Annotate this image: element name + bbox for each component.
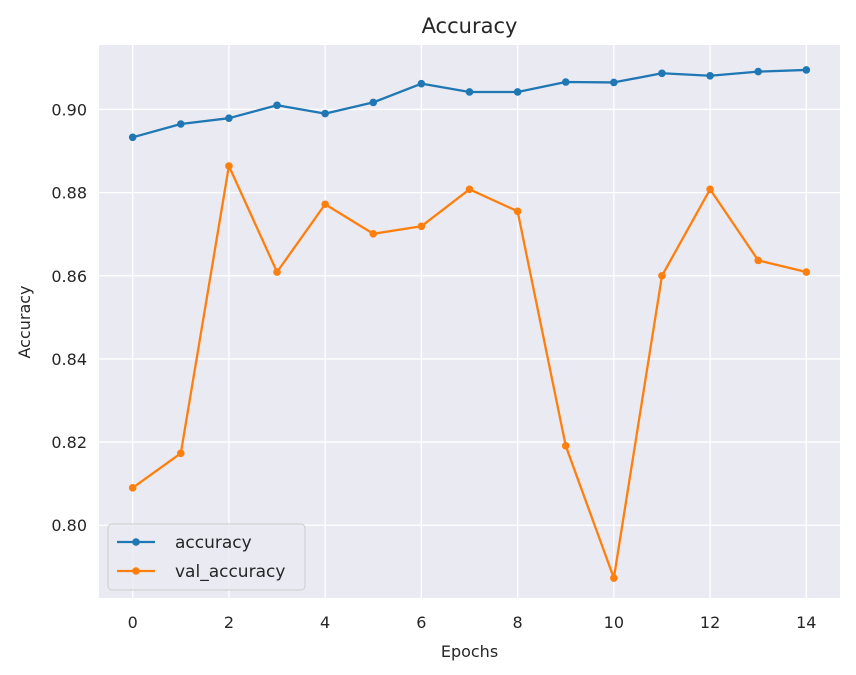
series-layer — [128, 66, 811, 582]
val_accuracy-point — [658, 271, 666, 280]
accuracy-point — [706, 71, 714, 80]
y-tick-label: 0.90 — [51, 100, 87, 119]
plot-area — [99, 45, 840, 598]
accuracy-point — [417, 79, 426, 88]
val_accuracy-legend-label: val_accuracy — [175, 562, 285, 582]
accuracy-point — [561, 78, 570, 86]
val_accuracy-point — [417, 222, 426, 231]
val_accuracy-legend-marker — [132, 567, 140, 575]
x-tick-label: 8 — [513, 613, 523, 632]
y-tick-label: 0.80 — [51, 516, 87, 535]
y-axis-label: Accuracy — [15, 285, 34, 358]
val_accuracy-point — [706, 185, 714, 194]
x-tick-label: 14 — [796, 613, 816, 632]
accuracy-point — [273, 101, 281, 110]
val_accuracy-point — [754, 256, 763, 265]
x-tick-label: 10 — [604, 613, 624, 632]
val_accuracy-point — [225, 162, 233, 170]
val_accuracy-point — [610, 574, 618, 582]
y-tick-label: 0.86 — [51, 267, 87, 286]
accuracy-point — [225, 114, 233, 122]
accuracy-point — [754, 67, 763, 76]
val_accuracy-point — [321, 200, 329, 209]
accuracy-point — [802, 66, 811, 74]
x-tick-label: 2 — [224, 613, 234, 632]
legend: accuracy val_accuracy — [107, 523, 306, 591]
chart-title: Accuracy — [422, 14, 518, 38]
accuracy-point — [465, 88, 474, 96]
accuracy-legend-marker — [132, 538, 140, 546]
accuracy-point — [610, 78, 618, 87]
y-tick-label: 0.84 — [51, 350, 87, 369]
val_accuracy-point — [513, 207, 522, 216]
val_accuracy-point — [128, 484, 137, 492]
val_accuracy-point — [273, 268, 281, 276]
accuracy-point — [128, 133, 137, 142]
x-tick-label: 6 — [416, 613, 426, 632]
accuracy-point — [369, 98, 378, 107]
x-tick-label: 0 — [128, 613, 138, 632]
accuracy-legend-label: accuracy — [175, 533, 252, 553]
val_accuracy-point — [369, 229, 378, 238]
y-tick-label: 0.82 — [51, 433, 87, 452]
x-axis-label: Epochs — [441, 642, 498, 661]
accuracy-point — [513, 88, 522, 96]
val_accuracy-point — [465, 185, 474, 194]
legend-box — [107, 523, 306, 591]
accuracy-point — [658, 69, 666, 78]
val_accuracy-point — [176, 449, 185, 458]
x-tick-label: 4 — [320, 613, 330, 632]
val_accuracy-point — [561, 442, 570, 450]
y-tick-label: 0.88 — [51, 184, 87, 203]
accuracy-point — [176, 120, 185, 128]
x-tick-label: 12 — [700, 613, 720, 632]
val_accuracy-point — [802, 268, 811, 276]
accuracy-point — [321, 109, 329, 118]
tick-labels: 0 2 4 6 8 10 12 14 0.80 0.82 0.84 0.86 0.88 0.90 — [51, 100, 816, 632]
